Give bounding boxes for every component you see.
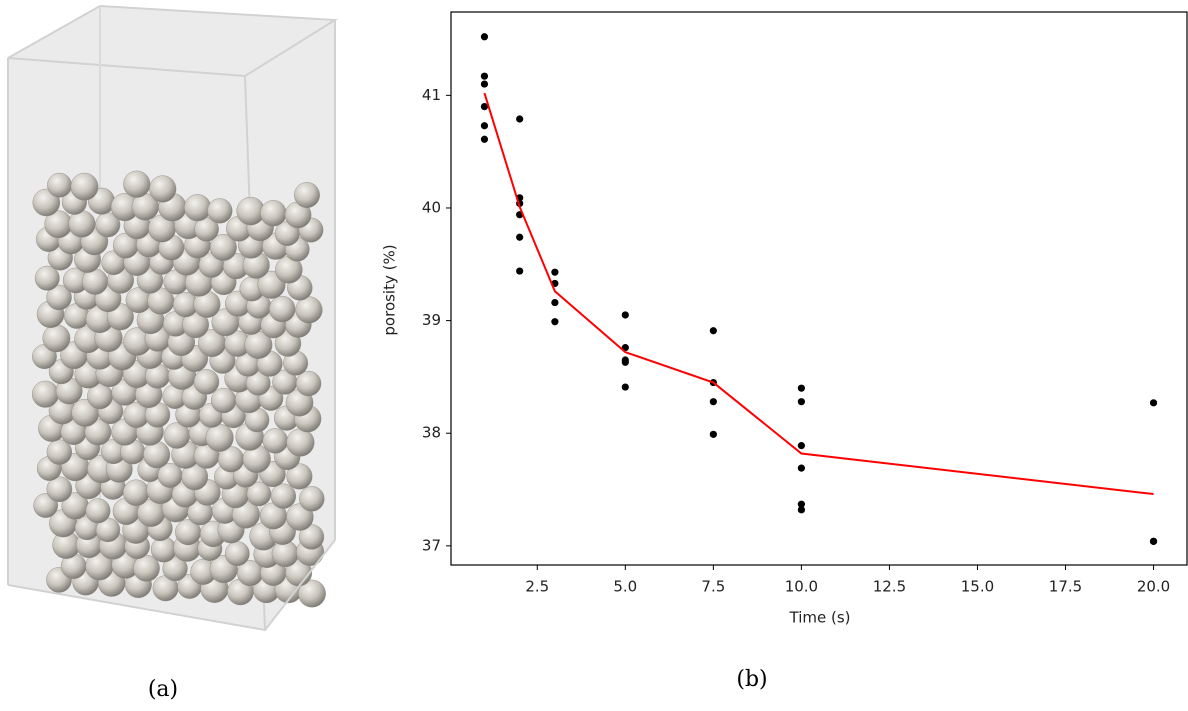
x-tick-label: 10.0 — [785, 578, 818, 596]
data-point — [551, 318, 558, 325]
x-tick-label: 15.0 — [961, 578, 994, 596]
data-point — [516, 234, 523, 241]
sphere — [263, 428, 288, 453]
sphere — [299, 486, 324, 511]
sphere — [296, 371, 321, 396]
plot-frame — [451, 12, 1187, 565]
sphere — [225, 541, 249, 565]
data-point — [710, 431, 717, 438]
data-point — [481, 73, 488, 80]
data-point — [551, 269, 558, 276]
sphere — [294, 182, 319, 207]
data-point — [798, 398, 805, 405]
packed-bed-render — [8, 6, 335, 630]
data-point — [516, 115, 523, 122]
x-tick-label: 7.5 — [701, 578, 725, 596]
data-point — [1150, 538, 1157, 545]
x-tick-label: 5.0 — [613, 578, 637, 596]
sphere — [151, 537, 176, 562]
data-point — [622, 359, 629, 366]
data-point — [622, 383, 629, 390]
data-point — [710, 398, 717, 405]
sphere — [287, 429, 315, 457]
sphere — [206, 424, 234, 452]
sphere — [43, 325, 70, 352]
data-point — [798, 385, 805, 392]
data-point — [516, 267, 523, 274]
sphere — [149, 176, 176, 203]
data-point — [481, 33, 488, 40]
caption: (b) — [736, 667, 767, 692]
data-point — [798, 506, 805, 513]
sphere — [194, 369, 219, 394]
y-tick-label: 37 — [422, 536, 441, 554]
sphere — [123, 480, 149, 506]
data-point — [798, 442, 805, 449]
x-tick-label: 20.0 — [1137, 578, 1170, 596]
sphere — [35, 266, 59, 290]
y-tick-label: 38 — [422, 424, 441, 442]
page: (a) (b) Time (s) porosity (%) 2.5 5.0 7.5 1… — [0, 0, 1188, 711]
y-tick-label: 39 — [422, 311, 441, 329]
y-tick-label: 40 — [422, 198, 441, 216]
sphere — [271, 484, 296, 509]
y-tick-label: 41 — [422, 86, 441, 104]
sphere — [32, 381, 59, 408]
sphere — [260, 200, 286, 226]
sphere — [71, 173, 98, 200]
sphere — [269, 296, 295, 322]
x-tick-label: 17.5 — [1049, 578, 1082, 596]
data-point — [798, 465, 805, 472]
x-tick-label: 2.5 — [525, 578, 549, 596]
data-point — [551, 299, 558, 306]
sphere — [296, 297, 323, 324]
figure: (a) (b) Time (s) porosity (%) 2.5 5.0 7.5 1… — [0, 0, 1188, 711]
data-point — [622, 311, 629, 318]
sphere — [123, 171, 150, 198]
sphere — [47, 173, 71, 197]
data-point — [481, 136, 488, 143]
trend-line — [484, 93, 1153, 494]
sphere — [184, 194, 211, 221]
sphere — [86, 499, 110, 523]
data-point — [481, 122, 488, 129]
sphere — [211, 388, 236, 413]
caption: (a) — [148, 677, 178, 702]
x-axis-label: Time (s) — [789, 609, 851, 627]
data-point — [1150, 399, 1157, 406]
sphere — [207, 198, 232, 223]
data-point — [481, 80, 488, 87]
x-tick-label: 12.5 — [873, 578, 906, 596]
y-axis-label: porosity (%) — [381, 244, 399, 335]
data-point — [710, 327, 717, 334]
